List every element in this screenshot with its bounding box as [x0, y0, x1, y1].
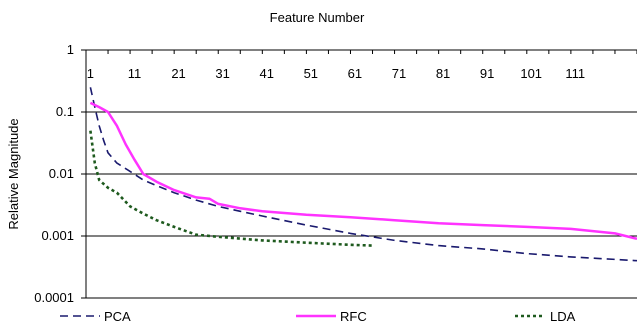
x-tick-labels: 1 11 21 31 41 51 61 71 81 91 101 111 [87, 66, 585, 81]
y-tick-label: 0.1 [56, 104, 74, 119]
legend-label-pca: PCA [104, 309, 131, 324]
series-lines [89, 87, 637, 262]
y-tick-label: 0.0001 [34, 290, 74, 305]
y-tick-label: 1 [67, 42, 74, 57]
x-tick-label: 11 [128, 66, 142, 81]
gridlines [86, 111, 637, 237]
y-tick-labels: 1 0.1 0.01 0.001 0.0001 [34, 42, 74, 305]
x-tick-label: 101 [520, 66, 542, 81]
series-line-rfc [89, 101, 637, 241]
x-tick-label: 21 [171, 66, 185, 81]
x-tick-label: 51 [304, 66, 318, 81]
x-tick-label: 41 [259, 66, 273, 81]
chart-title: Feature Number [270, 10, 365, 25]
legend-label-lda: LDA [550, 309, 576, 324]
x-tick-label: 111 [565, 66, 585, 81]
y-axis-label: Relative Magnitude [6, 118, 21, 229]
legend-label-rfc: RFC [340, 309, 367, 324]
x-tick-label: 81 [436, 66, 450, 81]
y-tick-label: 0.001 [41, 228, 74, 243]
axes [81, 49, 637, 299]
x-tick-label: 61 [348, 66, 362, 81]
x-tick-label: 31 [215, 66, 229, 81]
x-tick-label: 91 [480, 66, 494, 81]
x-tick-label: 71 [392, 66, 406, 81]
legend: PCA RFC LDA [60, 309, 576, 324]
series-line-lda [89, 130, 373, 247]
x-tick-label: 1 [87, 66, 94, 81]
y-tick-label: 0.01 [49, 166, 74, 181]
series-line-pca [89, 87, 637, 262]
